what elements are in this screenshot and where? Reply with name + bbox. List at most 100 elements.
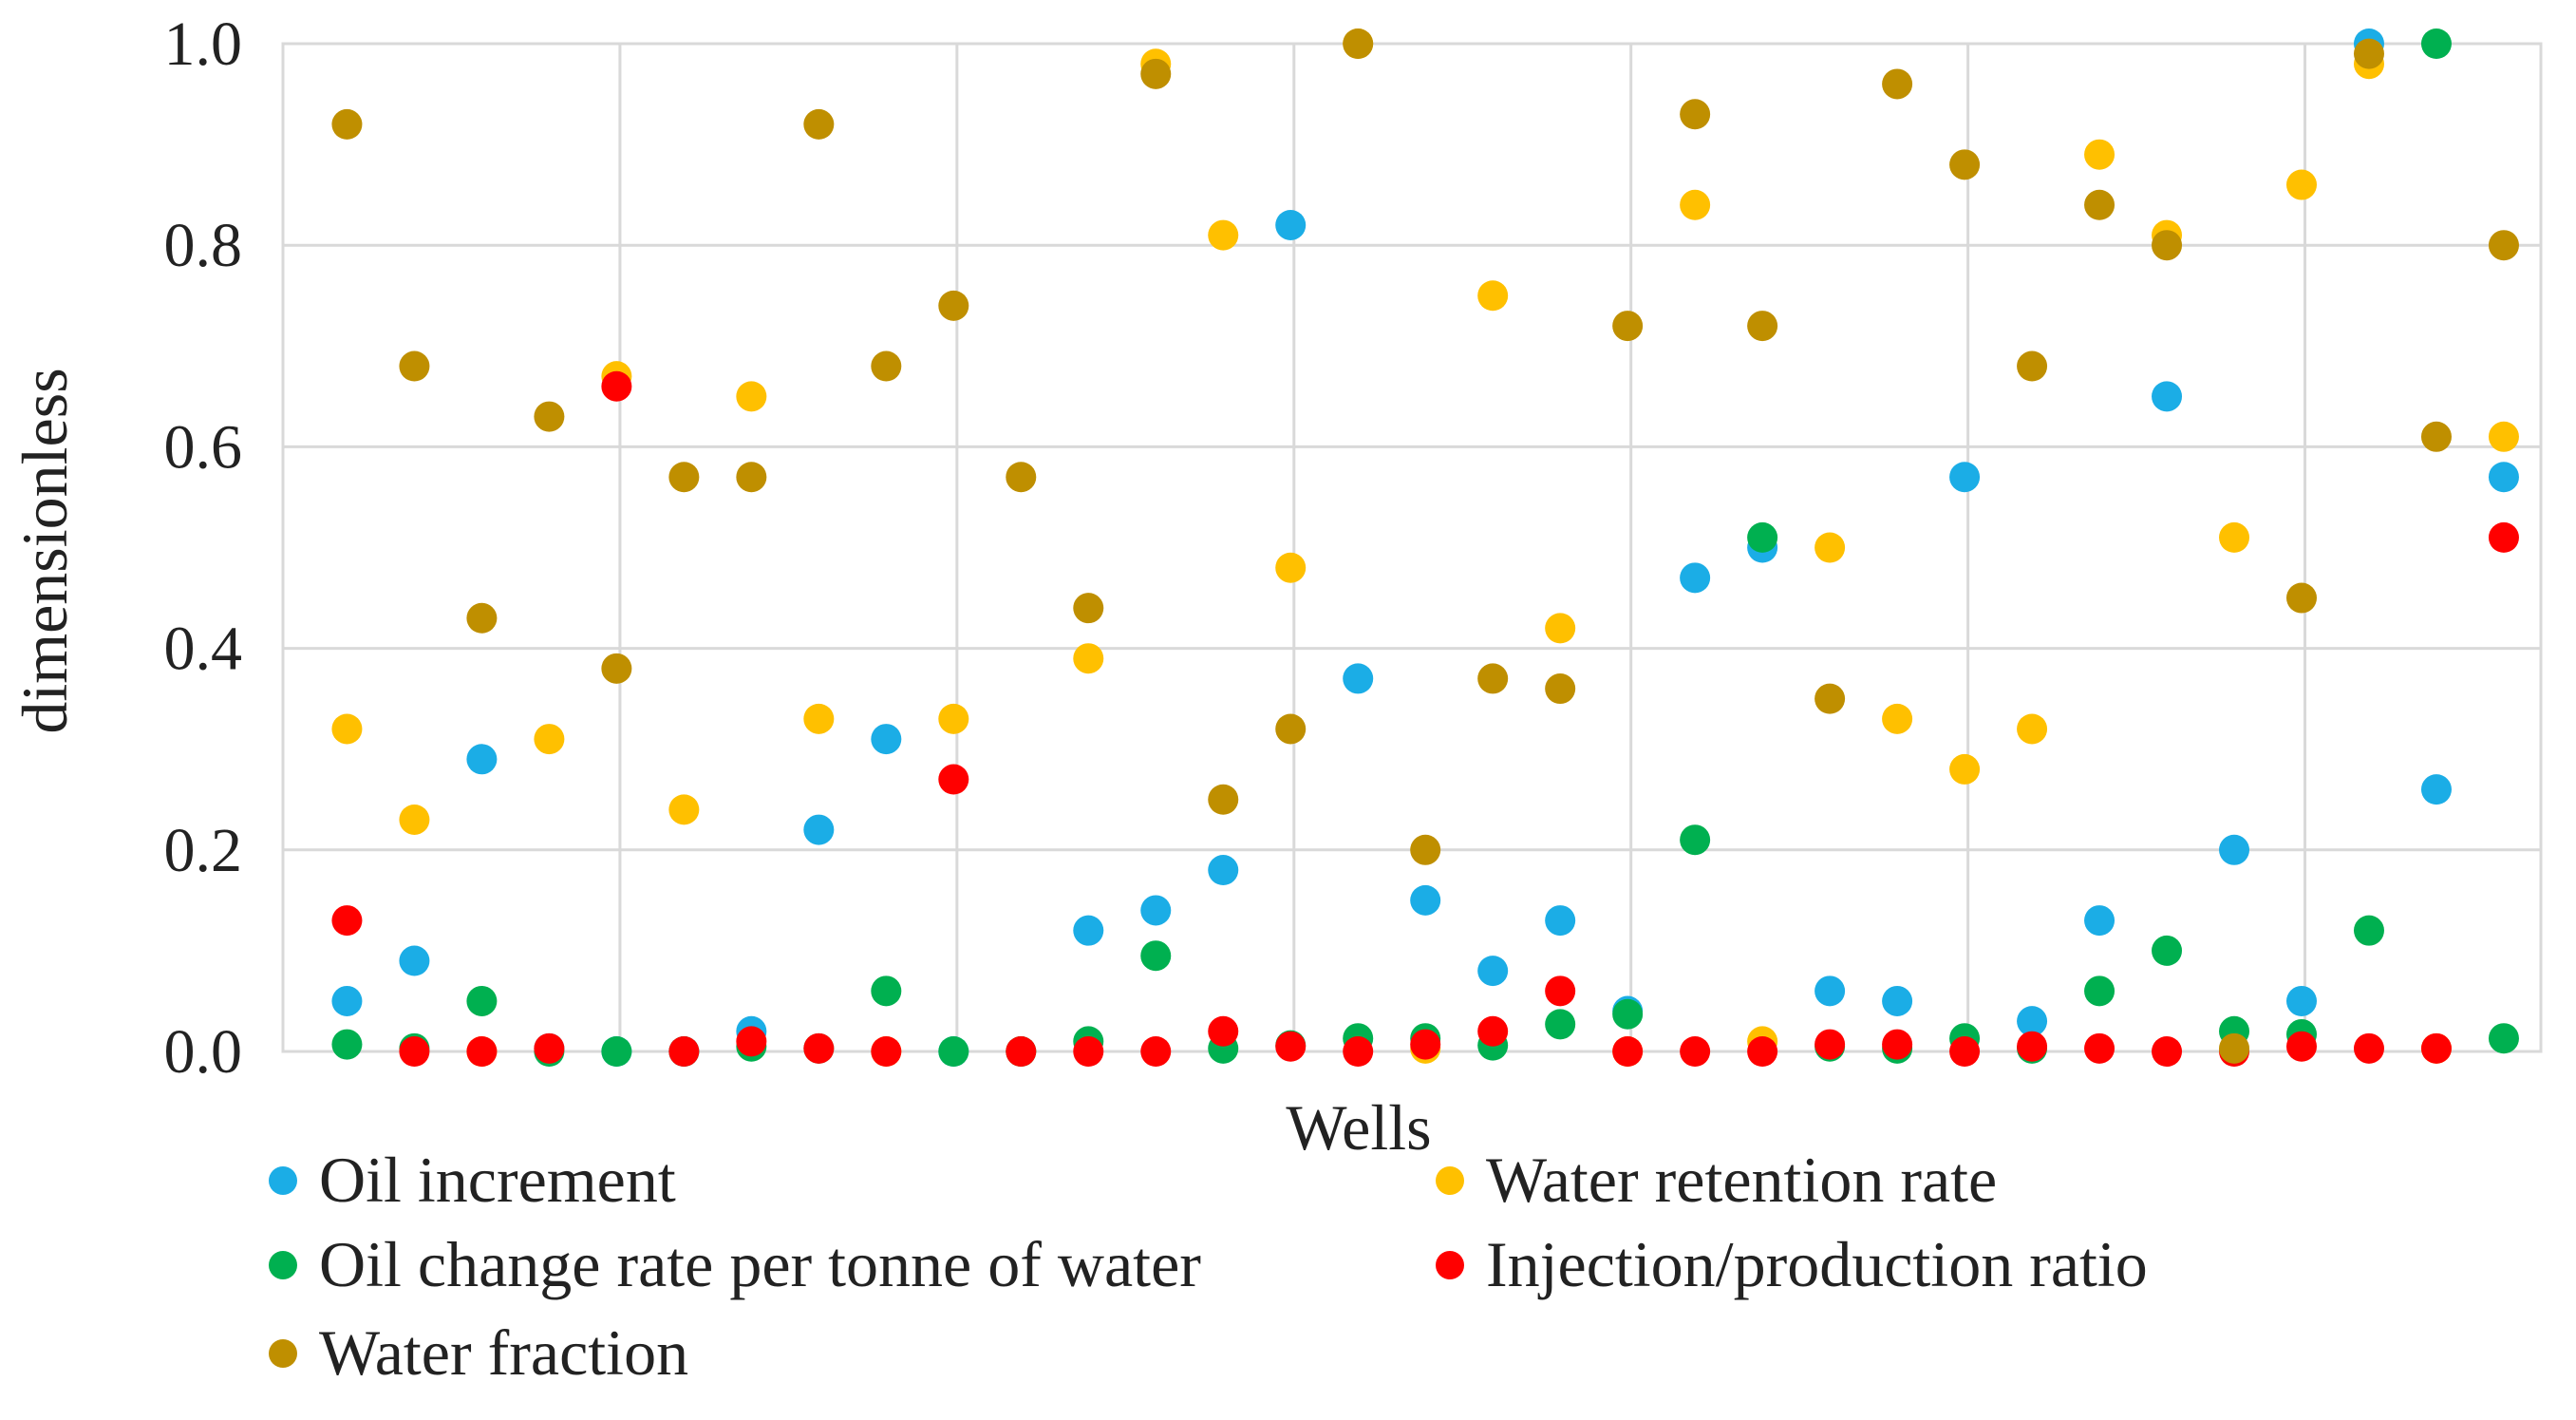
data-point bbox=[1477, 663, 1509, 694]
data-point bbox=[466, 1036, 498, 1067]
data-point bbox=[736, 381, 767, 412]
data-point bbox=[2488, 421, 2519, 452]
data-point bbox=[871, 1036, 902, 1067]
data-point bbox=[2353, 38, 2384, 69]
data-point bbox=[1882, 1029, 1913, 1060]
data-point bbox=[2420, 28, 2452, 59]
legend-label: Injection/production ratio bbox=[1486, 1228, 2148, 1300]
data-point bbox=[399, 804, 430, 835]
legend-label: Oil increment bbox=[319, 1144, 676, 1216]
data-point bbox=[2152, 381, 2183, 412]
legend-marker bbox=[1436, 1166, 1464, 1195]
data-point bbox=[1343, 663, 1374, 694]
data-point bbox=[1410, 834, 1441, 865]
data-point bbox=[1882, 985, 1913, 1016]
data-point bbox=[2219, 521, 2250, 553]
data-point bbox=[1882, 68, 1913, 100]
data-point bbox=[2488, 1023, 2519, 1054]
data-point bbox=[1140, 58, 1172, 89]
data-point bbox=[399, 350, 430, 382]
data-point bbox=[2152, 1036, 2183, 1067]
data-point bbox=[2488, 462, 2519, 493]
data-point bbox=[1140, 1036, 1172, 1067]
series-0 bbox=[331, 28, 2519, 1067]
data-point bbox=[1140, 940, 1172, 972]
data-point bbox=[1680, 562, 1711, 594]
legend-label: Water retention rate bbox=[1486, 1144, 1997, 1216]
data-point bbox=[331, 985, 363, 1016]
series-3 bbox=[331, 370, 2519, 1067]
data-point bbox=[2017, 1006, 2048, 1037]
data-point bbox=[2017, 1031, 2048, 1062]
data-point bbox=[2420, 774, 2452, 805]
data-point bbox=[1545, 1009, 1576, 1040]
data-point bbox=[668, 1036, 700, 1067]
data-point bbox=[803, 1032, 835, 1064]
data-point bbox=[2152, 935, 2183, 966]
data-point bbox=[1612, 998, 1644, 1030]
data-point bbox=[1073, 915, 1104, 946]
data-point bbox=[1545, 613, 1576, 644]
data-point bbox=[2084, 1032, 2115, 1064]
data-point bbox=[466, 602, 498, 634]
data-point bbox=[1747, 311, 1778, 342]
legend-marker bbox=[269, 1166, 297, 1195]
data-point bbox=[399, 1036, 430, 1067]
data-point bbox=[534, 1032, 565, 1064]
data-point bbox=[2286, 169, 2318, 200]
data-point bbox=[2084, 189, 2115, 220]
data-point bbox=[2353, 1032, 2384, 1064]
data-point bbox=[1208, 219, 1239, 251]
legend-label: Water fraction bbox=[319, 1316, 688, 1389]
data-point bbox=[1343, 28, 1374, 59]
data-point bbox=[1814, 975, 1846, 1007]
y-tick-label: 0.8 bbox=[164, 211, 243, 280]
y-axis-label: dimensionless bbox=[9, 368, 81, 733]
data-point bbox=[601, 370, 632, 402]
data-point bbox=[736, 462, 767, 493]
data-point bbox=[938, 290, 969, 321]
data-point bbox=[2488, 521, 2519, 553]
data-point bbox=[1814, 1029, 1846, 1060]
data-point bbox=[1275, 1031, 1307, 1062]
data-point bbox=[1006, 462, 1037, 493]
data-point bbox=[1006, 1036, 1037, 1067]
y-tick-label: 0.0 bbox=[164, 1017, 243, 1087]
y-tick-label: 0.4 bbox=[164, 615, 243, 684]
data-point bbox=[803, 108, 835, 140]
data-point bbox=[1073, 593, 1104, 624]
legend-marker bbox=[269, 1339, 297, 1368]
data-point bbox=[2084, 139, 2115, 170]
legend-item: Water retention rate bbox=[1436, 1144, 1997, 1216]
data-point bbox=[1275, 209, 1307, 240]
data-point bbox=[1208, 855, 1239, 886]
data-point bbox=[871, 975, 902, 1007]
data-point bbox=[668, 794, 700, 825]
data-point bbox=[1882, 703, 1913, 734]
data-point bbox=[2286, 985, 2318, 1016]
data-point bbox=[2353, 915, 2384, 946]
data-point bbox=[2017, 350, 2048, 382]
data-point bbox=[331, 713, 363, 745]
data-point bbox=[466, 985, 498, 1016]
data-point bbox=[1208, 784, 1239, 815]
legend-item: Oil increment bbox=[269, 1144, 676, 1216]
data-point bbox=[1073, 643, 1104, 674]
data-point bbox=[1410, 1029, 1441, 1060]
data-point bbox=[1208, 1015, 1239, 1047]
data-point bbox=[938, 703, 969, 734]
data-point bbox=[1814, 683, 1846, 714]
data-point bbox=[2152, 230, 2183, 261]
data-point bbox=[803, 814, 835, 845]
data-point bbox=[1410, 884, 1441, 916]
data-point bbox=[601, 1036, 632, 1067]
data-point bbox=[2420, 421, 2452, 452]
data-point bbox=[1680, 189, 1711, 220]
legend: Oil increment Water retention rate Oil cha… bbox=[269, 1144, 2148, 1389]
data-point bbox=[1747, 1036, 1778, 1067]
data-point bbox=[1545, 975, 1576, 1007]
y-tick-label: 1.0 bbox=[164, 9, 243, 79]
data-point bbox=[938, 764, 969, 795]
data-point bbox=[1275, 552, 1307, 583]
